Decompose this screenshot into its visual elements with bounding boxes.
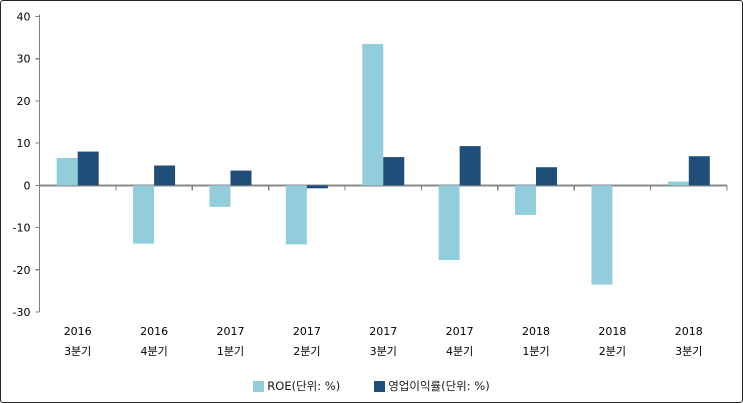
legend-item-operating-margin: 영업이익률(단위: %) (374, 378, 490, 394)
x-category-label: 2018 3분기 (675, 325, 703, 358)
bar-operating-margin-6 (536, 167, 558, 186)
legend-item-roe: ROE(단위: %) (253, 378, 340, 394)
y-tick-label: 20 (17, 95, 31, 108)
x-category-label: 2017 2분기 (293, 325, 321, 358)
bar-operating-margin-4 (383, 157, 405, 186)
y-tick-label: 10 (17, 137, 31, 150)
bar-operating-margin-8 (688, 156, 710, 186)
legend-swatch-operating-margin (374, 380, 386, 392)
bar-roe-8 (667, 181, 689, 186)
x-category-label: 2017 3분기 (369, 325, 397, 358)
bar-operating-margin-3 (306, 185, 328, 189)
bar-operating-margin-2 (230, 170, 252, 186)
y-tick-label: 0 (24, 179, 31, 192)
x-category-label: 2016 4분기 (140, 325, 168, 358)
chart-legend: ROE(단위: %) 영업이익률(단위: %) (1, 378, 742, 394)
x-category-label: 2016 3분기 (64, 325, 92, 358)
legend-label-operating-margin: 영업이익률(단위: %) (388, 379, 490, 393)
x-category-label: 2018 1분기 (522, 325, 550, 358)
bar-operating-margin-1 (154, 165, 176, 186)
bar-roe-4 (362, 43, 384, 186)
bar-roe-1 (133, 185, 155, 244)
bar-roe-0 (56, 157, 78, 186)
bar-operating-margin-5 (459, 146, 481, 186)
x-category-label: 2018 2분기 (598, 325, 626, 358)
y-tick-label: 40 (17, 11, 31, 24)
y-tick-label: -20 (13, 264, 31, 277)
bar-roe-5 (438, 185, 460, 261)
y-tick-label: -10 (13, 222, 31, 235)
bar-roe-7 (591, 185, 613, 285)
legend-swatch-roe (253, 380, 265, 392)
x-category-label: 2017 1분기 (216, 325, 244, 358)
x-category-label: 2017 4분기 (446, 325, 474, 358)
y-tick-label: 30 (17, 53, 31, 66)
bar-roe-2 (209, 185, 231, 207)
y-tick-label: -30 (13, 306, 31, 319)
bar-roe-6 (515, 185, 537, 215)
legend-label-roe: ROE(단위: %) (267, 379, 341, 393)
bar-roe-3 (285, 185, 307, 245)
bar-operating-margin-0 (77, 151, 99, 186)
